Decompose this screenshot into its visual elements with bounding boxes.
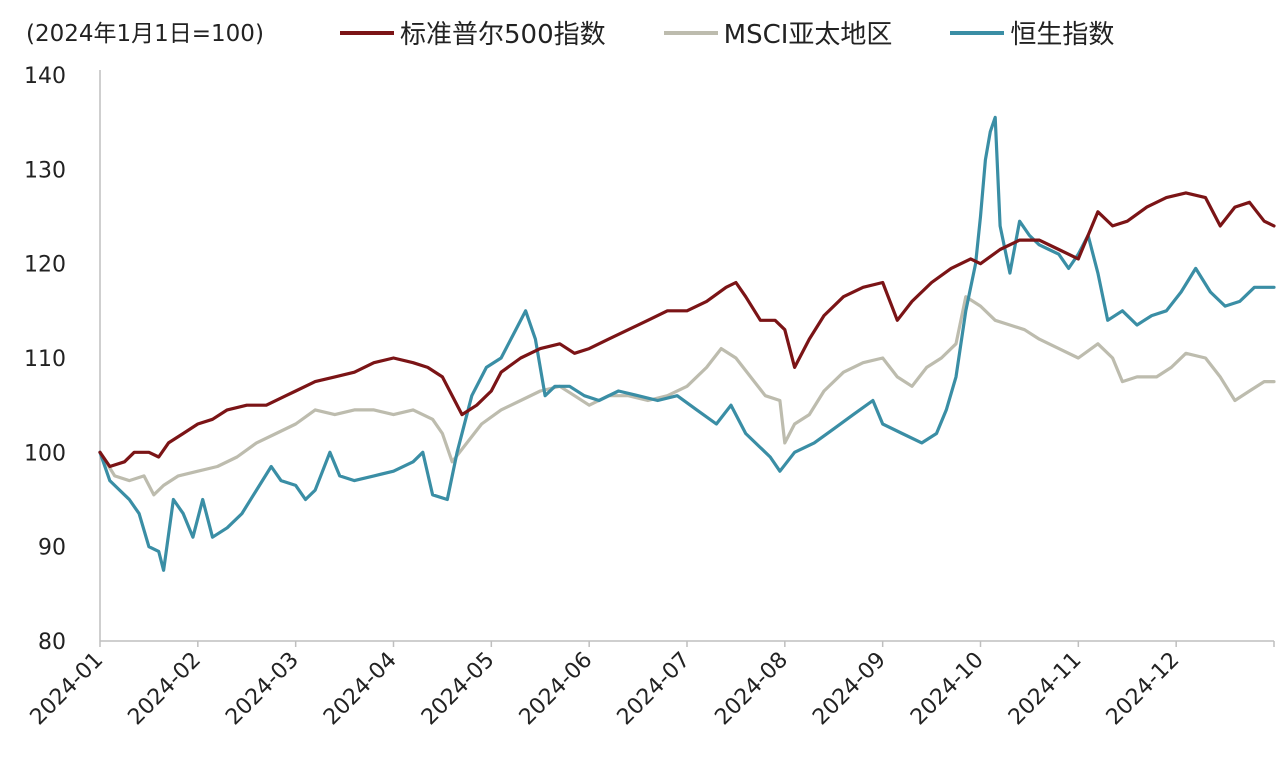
unit-label: (2024年1月1日=100)	[26, 21, 264, 47]
legend-label-msci-apac: MSCI亚太地区	[723, 20, 893, 50]
x-tick-label: 2024-05	[417, 648, 500, 731]
series-line-sp500	[98, 191, 1276, 469]
x-tick-label: 2024-04	[319, 648, 402, 731]
y-tick-label: 80	[38, 630, 66, 655]
legend-swatch-sp500	[340, 30, 394, 35]
y-tick-label: 130	[24, 158, 66, 183]
x-tick-label: 2024-01	[26, 648, 109, 731]
series-line-hang-seng	[98, 115, 1276, 572]
legend-swatch-msci-apac	[663, 30, 718, 35]
y-tick-label: 100	[24, 441, 66, 466]
x-tick-label: 2024-11	[1004, 648, 1087, 731]
legend-label-sp500: 标准普尔500指数	[400, 20, 606, 50]
legend-item-sp500: 标准普尔500指数	[340, 14, 606, 51]
x-tick-label: 2024-03	[221, 648, 304, 731]
y-tick-label: 110	[24, 347, 66, 372]
x-tick-label: 2024-10	[906, 648, 989, 731]
series-line-msci-apac	[98, 295, 1276, 497]
legend: 标准普尔500指数 MSCI亚太地区 恒生指数	[340, 14, 1172, 51]
y-tick-label: 120	[24, 253, 66, 278]
x-tick-label: 2024-12	[1102, 648, 1185, 731]
legend-label-hang-seng: 恒生指数	[1010, 20, 1115, 50]
y-tick-label: 140	[24, 64, 66, 89]
y-tick-label: 90	[38, 536, 66, 561]
x-tick-label: 2024-09	[808, 648, 891, 731]
legend-item-hang-seng: 恒生指数	[950, 14, 1114, 51]
x-tick-label: 2024-08	[710, 648, 793, 731]
x-tick-label: 2024-02	[123, 648, 206, 731]
legend-swatch-hang-seng	[950, 30, 1005, 35]
x-tick-label: 2024-06	[515, 648, 598, 731]
legend-item-msci-apac: MSCI亚太地区	[663, 14, 893, 51]
x-tick-label: 2024-07	[613, 648, 696, 731]
